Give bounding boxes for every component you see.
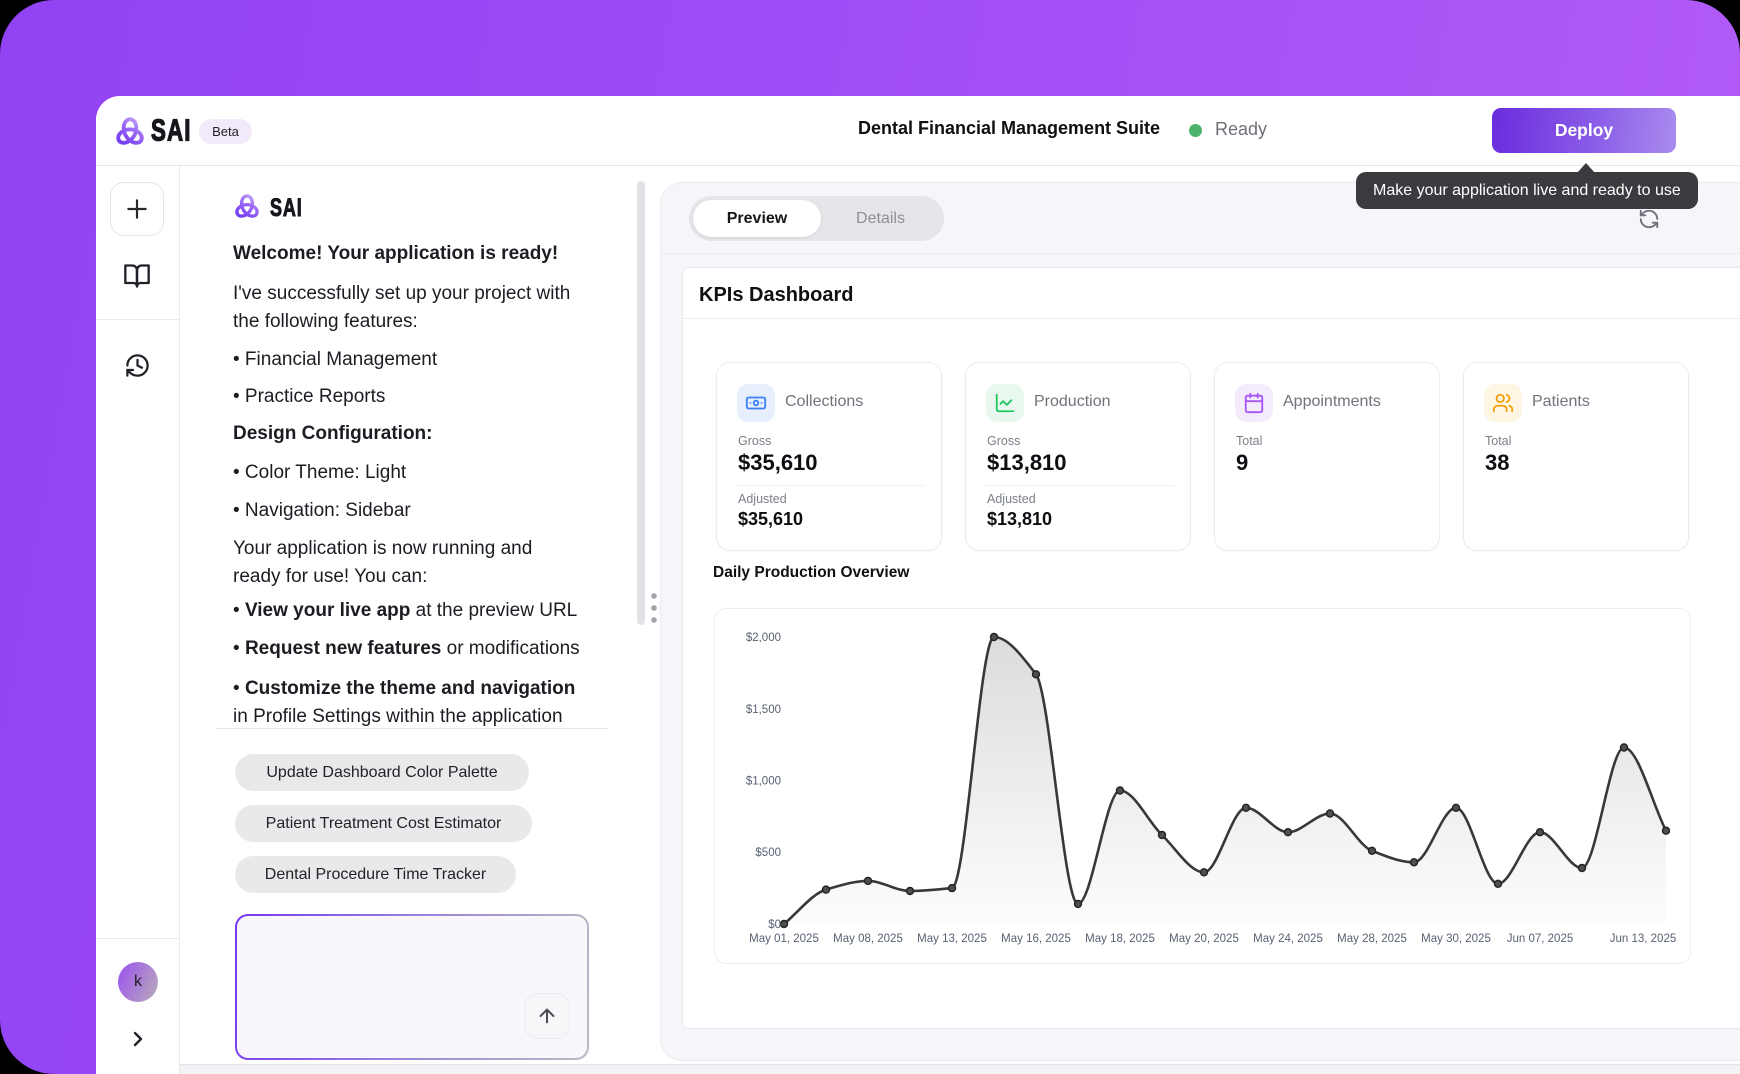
svg-text:May 01, 2025: May 01, 2025 <box>749 933 819 945</box>
svg-text:May 08, 2025: May 08, 2025 <box>833 933 903 945</box>
svg-text:May 24, 2025: May 24, 2025 <box>1253 933 1323 945</box>
svg-text:SAI: SAI <box>151 118 192 144</box>
svg-text:$500: $500 <box>755 847 781 859</box>
svg-text:Jun 07, 2025: Jun 07, 2025 <box>1507 933 1574 945</box>
svg-text:$2,000: $2,000 <box>746 632 781 644</box>
svg-text:May 30, 2025: May 30, 2025 <box>1421 933 1491 945</box>
svg-text:May 20, 2025: May 20, 2025 <box>1169 933 1239 945</box>
svg-text:$1,000: $1,000 <box>746 776 781 788</box>
svg-text:Jun 13, 2025: Jun 13, 2025 <box>1610 933 1677 945</box>
svg-text:May 13, 2025: May 13, 2025 <box>917 933 987 945</box>
svg-text:$1,500: $1,500 <box>746 704 781 716</box>
svg-text:May 16, 2025: May 16, 2025 <box>1001 933 1071 945</box>
svg-text:May 28, 2025: May 28, 2025 <box>1337 933 1407 945</box>
svg-text:May 18, 2025: May 18, 2025 <box>1085 933 1155 945</box>
svg-text:SAI: SAI <box>270 198 303 219</box>
svg-text:$0: $0 <box>768 919 781 931</box>
